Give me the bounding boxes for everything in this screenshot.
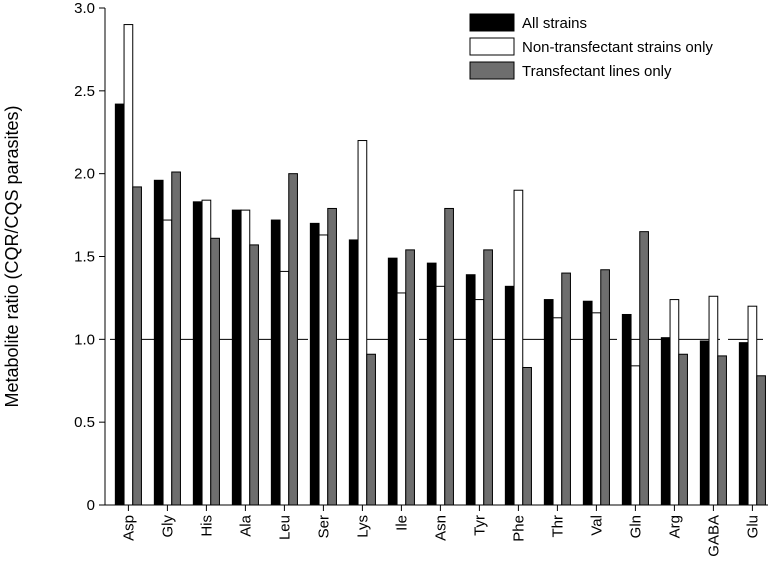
- x-tick-label-tyr: Tyr: [471, 515, 488, 536]
- bar-phe-series-3: [522, 366, 532, 506]
- bar-asp-series-1: [114, 103, 125, 506]
- bar-his-series-3: [210, 237, 220, 506]
- x-tick-label-thr: Thr: [549, 515, 566, 538]
- bar-thr-series-3: [561, 272, 571, 506]
- y-tick-label: 0: [87, 497, 95, 514]
- bar-thr-series-2: [552, 317, 563, 506]
- bar-arg-series-2: [669, 299, 680, 506]
- x-tick-label-val: Val: [588, 515, 605, 536]
- bar-glu-series-2: [747, 305, 758, 506]
- bar-asn-series-2: [435, 285, 446, 506]
- bar-tyr-series-2: [474, 299, 485, 506]
- bar-tyr-series-3: [483, 249, 493, 506]
- x-tick-label-phe: Phe: [510, 515, 527, 542]
- bar-ile-series-1: [387, 257, 398, 506]
- bar-glu-series-1: [738, 342, 749, 506]
- bar-asn-series-1: [426, 262, 437, 506]
- bar-gln-series-3: [639, 231, 649, 506]
- bar-val-series-1: [582, 300, 593, 506]
- y-tick-label: 1.5: [74, 249, 95, 266]
- y-tick-label: 3.0: [74, 0, 95, 17]
- bar-asn-series-3: [444, 207, 454, 506]
- x-tick-label-ile: Ile: [393, 515, 410, 531]
- bar-ser-series-1: [309, 222, 320, 506]
- bar-ser-series-3: [327, 207, 337, 506]
- axes: 0 0.5 1.0 1.5 2.0 2.5 3.0 Asp Gly His Ala Leu Ser Lys…: [74, 0, 768, 557]
- y-tick-label: 0.5: [74, 414, 95, 431]
- bar-gln-series-2: [630, 365, 641, 506]
- bar-gln-series-1: [621, 313, 632, 506]
- x-tick-label-asn: Asn: [432, 515, 449, 541]
- x-tick-label-gaba: GABA: [705, 515, 722, 557]
- legend-swatch-1: [469, 13, 515, 32]
- bar-ser-series-2: [318, 234, 329, 506]
- x-tick-label-asp: Asp: [120, 515, 137, 541]
- bar-tyr-series-1: [465, 274, 476, 506]
- x-tick-label-gly: Gly: [159, 515, 176, 538]
- x-tick-label-ala: Ala: [237, 514, 254, 536]
- bar-ile-series-2: [396, 292, 407, 506]
- bar-leu-series-3: [288, 173, 298, 506]
- y-tick-label: 2.5: [74, 83, 95, 100]
- bar-glu-series-3: [756, 375, 766, 506]
- bar-ile-series-3: [405, 249, 415, 506]
- legend: All strains Non-transfectant strains only…: [469, 13, 713, 80]
- bar-ala-series-2: [240, 209, 251, 506]
- bar-leu-series-1: [270, 219, 281, 506]
- bar-gly-series-2: [162, 219, 173, 506]
- bar-gaba-series-1: [699, 340, 710, 506]
- legend-label-2: Non-transfectant strains only: [522, 39, 713, 56]
- bar-lys-series-2: [357, 140, 368, 506]
- x-tick-label-leu: Leu: [276, 515, 293, 540]
- bar-lys-series-1: [348, 239, 359, 506]
- x-tick-label-ser: Ser: [315, 515, 332, 538]
- bar-lys-series-3: [366, 353, 376, 506]
- bar-val-series-2: [591, 312, 602, 506]
- bar-ala-series-1: [231, 209, 242, 506]
- y-tick-label: 1.0: [74, 331, 95, 348]
- bar-gly-series-1: [153, 179, 164, 506]
- bar-arg-series-1: [660, 337, 671, 506]
- bar-val-series-3: [600, 269, 610, 506]
- y-axis-title: Metabolite ratio (CQR/CQS parasites): [2, 105, 22, 407]
- y-tick-label: 2.0: [74, 166, 95, 183]
- legend-label-3: Transfectant lines only: [522, 63, 672, 80]
- bar-his-series-2: [201, 199, 212, 506]
- legend-swatch-3: [469, 61, 515, 80]
- bar-his-series-1: [192, 201, 203, 506]
- bar-asp-series-3: [132, 186, 142, 506]
- legend-label-1: All strains: [522, 15, 587, 32]
- bars: [114, 24, 766, 506]
- x-tick-label-arg: Arg: [666, 515, 683, 538]
- bar-phe-series-2: [513, 189, 524, 506]
- legend-swatch-2: [469, 37, 515, 56]
- x-tick-label-lys: Lys: [354, 515, 371, 538]
- bar-phe-series-1: [504, 285, 515, 506]
- x-tick-label-his: His: [198, 515, 215, 537]
- bar-ala-series-3: [249, 244, 259, 506]
- bar-gly-series-3: [171, 171, 181, 506]
- bar-arg-series-3: [678, 353, 688, 506]
- bar-leu-series-2: [279, 270, 290, 506]
- bar-thr-series-1: [543, 299, 554, 506]
- bar-asp-series-2: [123, 24, 134, 506]
- x-tick-label-gln: Gln: [627, 515, 644, 538]
- bar-gaba-series-3: [717, 355, 727, 506]
- x-tick-label-glu: Glu: [744, 515, 761, 538]
- bar-gaba-series-2: [708, 295, 719, 506]
